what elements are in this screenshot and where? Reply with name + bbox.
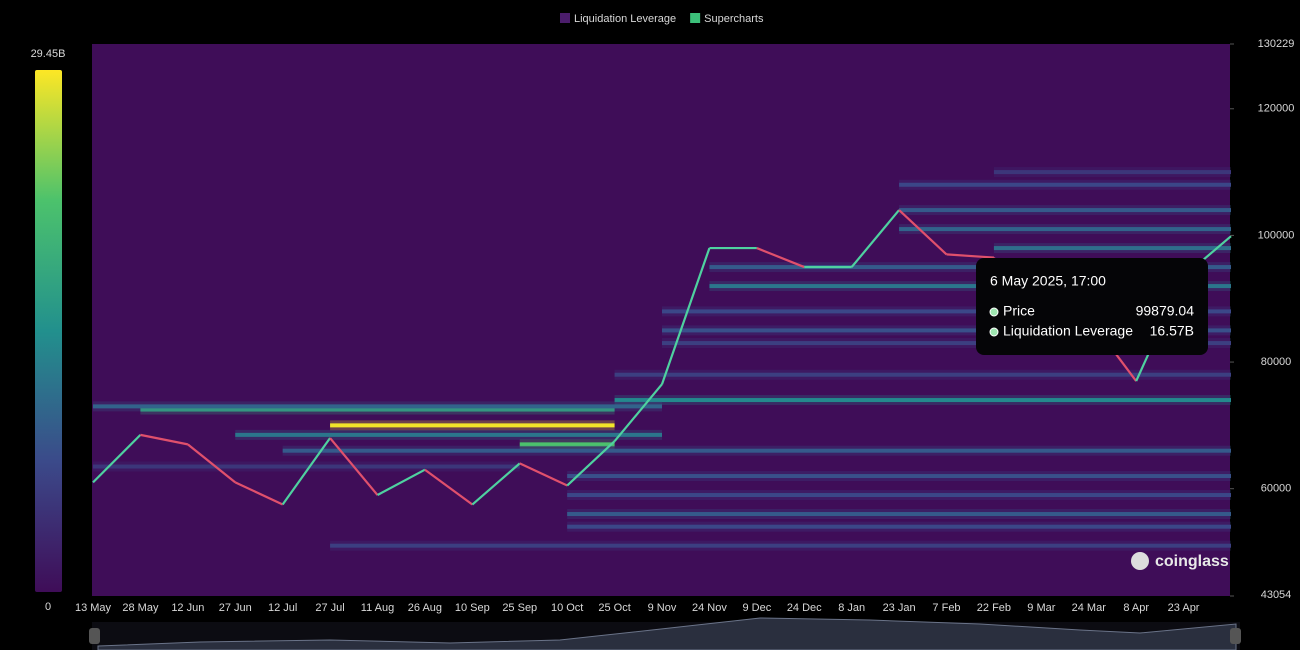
x-tick-label: 24 Mar [1072,602,1107,614]
heat-band [93,404,662,409]
tooltip-box [976,258,1208,355]
x-tick-label: 27 Jul [315,602,344,614]
heat-band [567,524,1231,529]
legend-swatch [690,13,701,23]
tooltip: 6 May 2025, 17:00 Price 99879.04 Liquida… [976,258,1208,355]
tooltip-dot [989,327,999,337]
x-tick-label: 10 Oct [551,602,583,614]
heat-band [330,423,615,428]
heat-band [235,432,662,437]
x-tick-label: 22 Feb [977,602,1011,614]
price-segment [376,468,426,496]
price-segment [850,209,900,268]
x-tick-label: 9 Dec [742,602,771,614]
colorbar-label: 29.45B [31,48,66,60]
price-segment [898,209,948,256]
price-segment [946,253,994,259]
heat-band [899,182,1231,187]
heat-band [662,328,1231,333]
price-segment [140,433,189,446]
y-tick-label: 130229 [1258,38,1295,50]
watermark-icon [1131,552,1149,570]
legend-swatch [560,13,570,23]
price-segment [613,383,663,442]
heat-band [282,448,1232,453]
color-bar [35,70,62,592]
x-tick-label: 24 Dec [787,602,822,614]
heat-band [567,474,1231,479]
x-tick-label: 25 Oct [598,602,630,614]
navigator-handle[interactable] [89,628,100,644]
x-tick-label: 23 Jan [883,602,916,614]
x-tick-label: 27 Jun [219,602,252,614]
x-tick-label: 10 Sep [455,602,490,614]
heat-band [519,442,615,447]
x-tick-label: 24 Nov [692,602,727,614]
x-tick-label: 7 Feb [932,602,960,614]
heat-band [567,512,1231,517]
tooltip-dot [989,307,999,317]
colorbar-label: 0 [45,601,51,613]
legend-label: Liquidation Leverage [574,13,676,25]
navigator-handle[interactable] [1230,628,1241,644]
y-tick-label: 100000 [1258,229,1295,241]
price-segment [329,437,379,496]
tooltip-value: 99879.04 [1136,303,1195,319]
heat-band [709,265,1231,270]
price-segment [756,247,805,269]
heat-band [993,246,1231,251]
heat-band [614,372,1231,377]
heat-band [709,284,1231,289]
price-segment [234,481,284,506]
x-tick-label: 8 Apr [1123,602,1149,614]
price-segment [92,434,142,484]
price-segment [424,468,473,506]
x-tick-label: 23 Apr [1168,602,1200,614]
heat-band [899,227,1231,232]
legend-label: Supercharts [704,13,764,25]
x-tick-label: 9 Nov [648,602,677,614]
tooltip-title: 6 May 2025, 17:00 [990,273,1106,289]
price-segment [187,443,236,484]
tooltip-label: Price [1003,303,1035,319]
heat-band [662,309,1231,314]
x-tick-label: 12 Jun [171,602,204,614]
heat-band [330,543,1231,548]
price-segment [660,247,711,385]
y-tick-label: 80000 [1261,356,1292,368]
x-tick-label: 11 Aug [361,602,394,614]
y-tick-label: 60000 [1261,483,1292,495]
x-tick-label: 25 Sep [502,602,537,614]
tooltip-label: Liquidation Leverage [1003,323,1133,339]
heat-band [899,208,1231,213]
watermark: coinglass [1131,552,1229,570]
navigator [89,617,1241,650]
x-tick-label: 8 Jan [838,602,865,614]
x-tick-label: 9 Mar [1027,602,1055,614]
price-segment [471,462,521,506]
x-tick-label: 26 Aug [408,602,442,614]
heat-band [993,170,1231,175]
x-tick-label: 12 Jul [268,602,297,614]
price-segment [519,462,568,487]
x-tick-label: 13 May [75,602,112,614]
heat-band [140,407,615,412]
heat-band [662,341,1231,346]
heat-band [93,464,520,469]
price-segment [281,437,331,506]
tooltip-value: 16.57B [1150,323,1194,339]
y-tick-label: 43054 [1261,589,1292,601]
watermark-text: coinglass [1155,553,1229,570]
x-tick-label: 28 May [122,602,159,614]
heat-band [567,493,1231,498]
heat-band [614,398,1231,403]
y-tick-label: 120000 [1258,103,1295,115]
price-segment [566,440,616,487]
